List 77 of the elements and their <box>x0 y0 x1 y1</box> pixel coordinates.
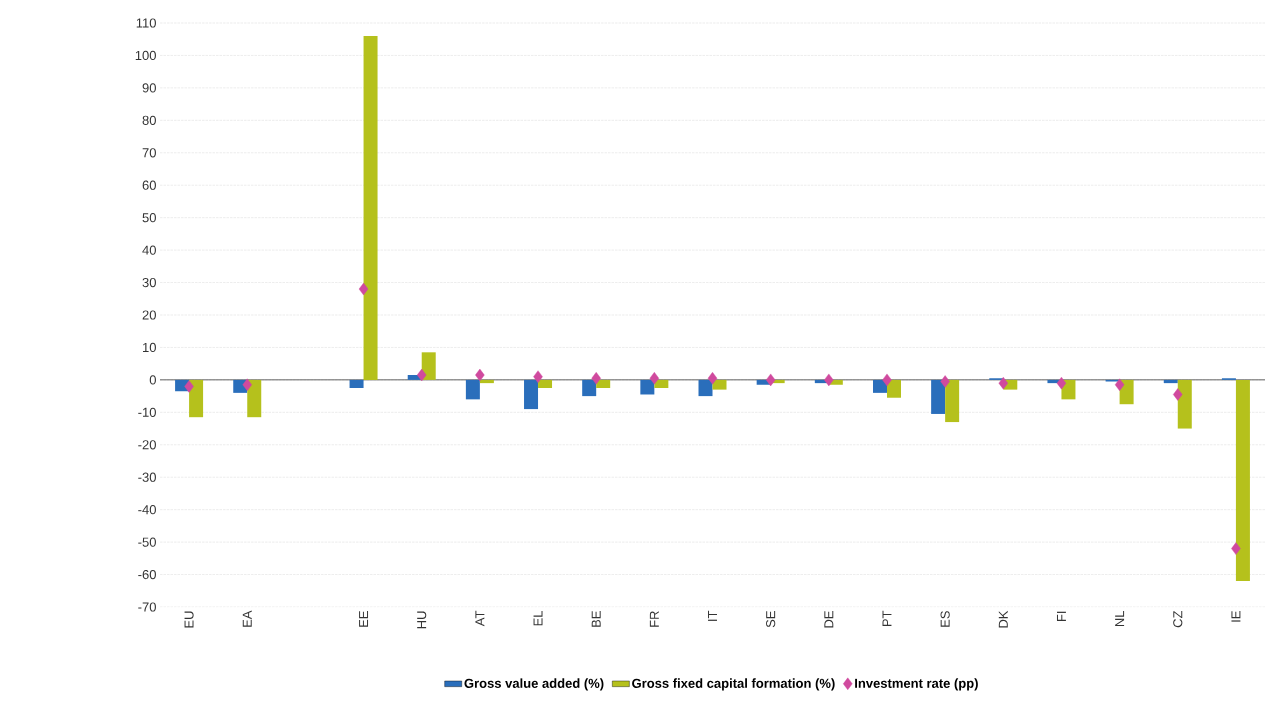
y-tick-label: 30 <box>142 277 156 288</box>
point <box>184 380 194 393</box>
bar <box>640 379 655 395</box>
bar <box>582 379 597 397</box>
bar <box>712 379 727 390</box>
x-tick-label: EA <box>242 610 252 627</box>
y-tick-label: 100 <box>135 50 156 61</box>
bar <box>524 379 539 410</box>
y-tick-label: -60 <box>138 569 156 580</box>
y-tick-label: 70 <box>142 148 156 158</box>
y-tick-label: -20 <box>138 440 156 450</box>
point <box>242 378 252 391</box>
point <box>940 375 950 388</box>
y-tick-label: -70 <box>138 602 156 612</box>
y-tick-label: 90 <box>142 83 156 93</box>
bar <box>479 379 494 384</box>
x-tick-label: IT <box>708 610 717 621</box>
x-tick-label: SE <box>766 611 776 628</box>
bar <box>465 379 480 400</box>
y-tick-label: 20 <box>142 310 156 320</box>
bar <box>363 35 378 380</box>
point <box>998 376 1008 390</box>
point <box>533 370 543 383</box>
y-tick-label: 80 <box>142 115 156 125</box>
legend-label: Investment rate (pp) <box>855 678 978 691</box>
x-tick-label: FI <box>1056 611 1066 622</box>
point <box>882 373 892 387</box>
bar <box>1235 379 1250 582</box>
y-tick-label: 0 <box>149 375 156 385</box>
y-tick-label: -40 <box>138 505 156 515</box>
y-tick-label: -30 <box>138 472 156 482</box>
bar <box>421 352 436 380</box>
x-tick-label: AT <box>475 610 485 627</box>
x-tick-label: HU <box>417 611 427 629</box>
bar <box>538 379 553 388</box>
bar <box>189 379 204 418</box>
x-tick-label: EE <box>359 611 369 627</box>
point <box>475 368 485 382</box>
y-tick-label: -50 <box>138 537 156 547</box>
x-tick-label: EU <box>184 611 194 628</box>
y-tick-label: -10 <box>138 407 156 417</box>
point <box>824 373 834 387</box>
y-tick-label: 40 <box>142 245 156 255</box>
x-tick-label: DK <box>998 610 1008 628</box>
point <box>1231 542 1241 555</box>
bar <box>872 379 887 393</box>
x-tick-label: BE <box>591 611 601 627</box>
bar <box>1163 379 1178 384</box>
bar <box>349 379 364 388</box>
point <box>591 372 601 385</box>
point <box>707 372 718 385</box>
x-tick-label: PT <box>882 610 892 627</box>
legend-label: Gross fixed capital formation (%) <box>632 678 835 691</box>
y-tick-label: 110 <box>136 18 156 28</box>
y-tick-label: 50 <box>142 213 156 223</box>
x-tick-label: FR <box>649 611 659 627</box>
bar <box>931 379 946 414</box>
x-tick-label: CZ <box>1173 610 1183 628</box>
x-tick-label: IE <box>1231 611 1241 622</box>
point <box>1114 378 1125 391</box>
x-tick-label: NL <box>1115 610 1125 627</box>
bar <box>886 379 901 398</box>
x-tick-label: EL <box>533 610 543 626</box>
y-tick-label: 10 <box>143 342 156 353</box>
legend-label: Gross value added (%) <box>464 678 604 691</box>
x-tick-label: ES <box>940 611 950 627</box>
point <box>417 368 427 382</box>
x-tick-label: DE <box>824 611 834 628</box>
bar <box>698 379 713 397</box>
bar <box>247 379 262 418</box>
point <box>649 372 660 385</box>
bar <box>1177 379 1192 429</box>
point <box>358 282 369 296</box>
bar <box>945 379 960 423</box>
y-tick-label: 60 <box>142 180 156 190</box>
point <box>1173 388 1183 401</box>
point <box>765 373 776 387</box>
